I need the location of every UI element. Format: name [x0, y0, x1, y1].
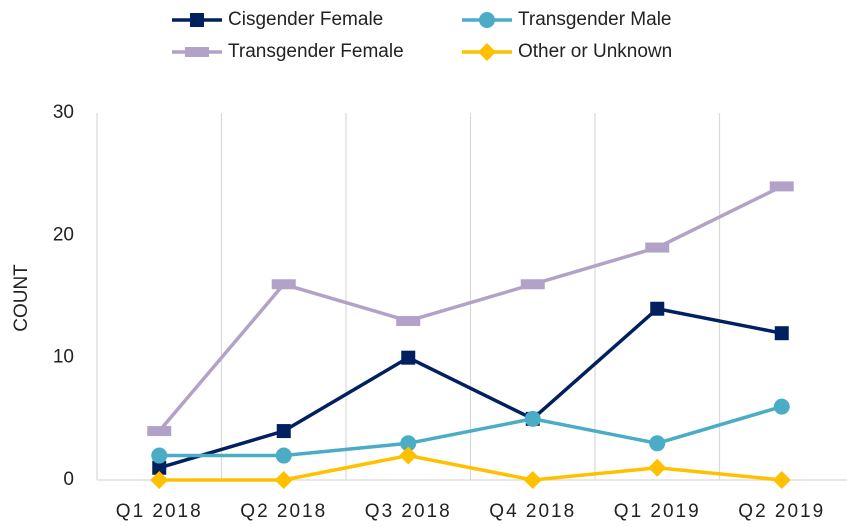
legend-marker — [185, 47, 209, 57]
legend-marker — [478, 43, 496, 61]
y-axis-label: COUNT — [11, 264, 32, 332]
data-point — [650, 301, 665, 316]
x-tick-label: Q1 2018 — [116, 501, 203, 522]
data-point — [769, 181, 794, 192]
data-point — [274, 471, 293, 489]
data-point — [400, 435, 417, 452]
data-point — [271, 279, 296, 290]
data-point — [147, 426, 172, 437]
legend-label: Cisgender Female — [228, 9, 383, 30]
y-tick-label: 20 — [53, 224, 74, 245]
legend-label: Transgender Female — [228, 41, 404, 62]
y-tick-label: 0 — [63, 469, 74, 490]
x-tick-label: Q4 2018 — [489, 501, 576, 522]
data-point — [774, 326, 789, 341]
data-point — [773, 398, 790, 415]
x-tick-label: Q1 2019 — [614, 501, 701, 522]
x-tick-label: Q2 2019 — [738, 501, 825, 522]
data-point — [151, 447, 168, 464]
data-point — [399, 446, 418, 465]
data-point — [520, 279, 545, 290]
legend-label: Transgender Male — [518, 9, 671, 30]
legend-marker — [479, 12, 495, 28]
legend-marker — [190, 13, 204, 27]
series-line — [158, 306, 783, 470]
data-point — [523, 471, 542, 489]
data-point — [772, 471, 791, 489]
data-point — [150, 471, 169, 489]
series-line — [159, 404, 783, 458]
x-tick-label: Q3 2018 — [365, 501, 452, 522]
series-line — [159, 453, 782, 482]
data-point — [648, 458, 667, 477]
y-tick-label: 10 — [53, 347, 74, 368]
data-point — [645, 242, 670, 253]
data-point — [275, 447, 292, 464]
data-point — [276, 424, 291, 439]
x-tick-label: Q2 2018 — [240, 501, 327, 522]
data-point — [152, 460, 167, 475]
data-point — [524, 410, 541, 427]
data-point — [396, 315, 421, 326]
legend-label: Other or Unknown — [518, 41, 672, 62]
data-point — [649, 435, 666, 452]
series-line — [157, 184, 783, 433]
data-point — [401, 350, 416, 365]
y-tick-label: 30 — [53, 102, 74, 123]
